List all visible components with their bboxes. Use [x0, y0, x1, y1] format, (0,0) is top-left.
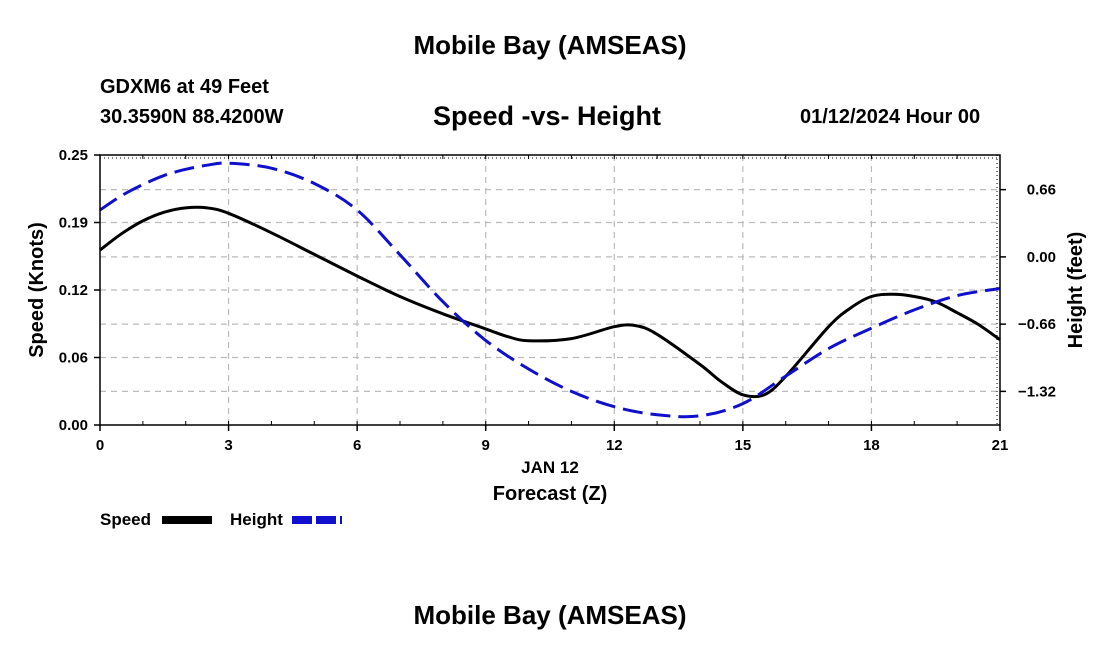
- y-tick-label: 0.00: [59, 417, 88, 434]
- series-speed-line: [99, 205, 1001, 399]
- legend-speed-label: Speed: [100, 510, 152, 529]
- station-coordinates: 30.3590N 88.4200W: [100, 106, 284, 128]
- x-tick-label: 3: [224, 437, 232, 454]
- series-height-line: [99, 161, 1001, 419]
- chart-subtitle: Speed -vs- Height: [433, 101, 662, 131]
- y-tick-label: 0.06: [59, 350, 88, 367]
- x-axis-date-label: JAN 12: [521, 458, 579, 477]
- y-axis-label: Speed (Knots): [26, 222, 48, 358]
- x-tick-label: 0: [96, 437, 104, 454]
- chart-canvas: 0 3 6 9 12 15 18 21 0.00 0.06 0.12 0.19 0.25 0.66 0.00…: [26, 147, 1087, 524]
- station-label: GDXM6 at 49 Feet: [100, 76, 269, 98]
- x-tick-label: 18: [863, 437, 880, 454]
- axes: 0 3 6 9 12 15 18 21 0.00 0.06 0.12 0.19 0.25 0.66 0.00…: [59, 147, 1056, 454]
- chart-title: Mobile Bay (AMSEAS): [413, 30, 687, 60]
- footer-title: Mobile Bay (AMSEAS): [413, 600, 687, 630]
- x-tick-label: 21: [992, 437, 1009, 454]
- legend-height-label: Height: [230, 510, 283, 529]
- grid-lines: [100, 155, 1000, 425]
- forecast-datetime: 01/12/2024 Hour 00: [800, 106, 981, 128]
- y-tick-label: 0.19: [59, 215, 88, 232]
- x-tick-label: 15: [735, 437, 752, 454]
- series-lines: [99, 161, 1001, 419]
- x-tick-label: 6: [353, 437, 361, 454]
- y2-tick-label: 0.66: [1027, 182, 1056, 199]
- y2-tick-label: −0.66: [1018, 316, 1056, 333]
- x-axis-label: Forecast (Z): [493, 483, 607, 505]
- x-tick-label: 12: [606, 437, 623, 454]
- x-tick-label: 9: [482, 437, 490, 454]
- y-tick-label: 0.25: [59, 147, 88, 164]
- y2-tick-label: 0.00: [1027, 249, 1056, 266]
- y-tick-label: 0.12: [59, 282, 88, 299]
- y2-tick-label: −1.32: [1018, 383, 1056, 400]
- y2-axis-label: Height (feet): [1065, 232, 1087, 349]
